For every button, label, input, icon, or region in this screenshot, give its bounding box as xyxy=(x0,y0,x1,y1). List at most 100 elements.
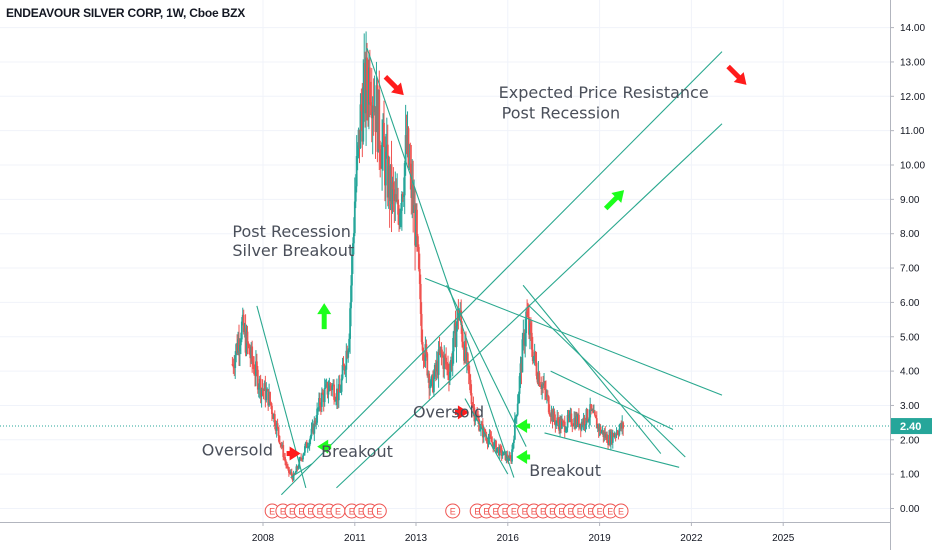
candle-body xyxy=(243,328,246,333)
candle-body xyxy=(299,457,302,460)
candle-body xyxy=(280,444,283,447)
candle-body xyxy=(344,369,347,371)
candle-body xyxy=(551,410,554,422)
candle-body xyxy=(443,355,446,369)
candle-body xyxy=(485,436,488,442)
candle-body xyxy=(257,387,260,390)
candle-body xyxy=(549,415,552,417)
candle-body xyxy=(372,105,375,113)
candle-body xyxy=(543,383,545,386)
candle-body xyxy=(406,128,409,150)
candle-body xyxy=(323,388,326,403)
candle-body xyxy=(515,414,518,417)
candle-body xyxy=(390,164,393,205)
candle-body xyxy=(523,333,526,346)
candle-body xyxy=(254,373,256,376)
candle-body xyxy=(617,433,620,435)
red-arrow xyxy=(286,446,301,461)
candle-body xyxy=(566,415,569,428)
arrow-head xyxy=(317,303,332,315)
candle-body xyxy=(451,351,454,366)
candle-body xyxy=(439,346,442,353)
candle-body xyxy=(312,424,315,434)
annotation-text: Post Recession xyxy=(502,104,621,123)
candle-body xyxy=(303,452,305,456)
candle-body xyxy=(287,467,290,473)
candle-body xyxy=(557,417,560,423)
candle-body xyxy=(398,214,400,226)
candle-body xyxy=(596,424,599,429)
candle-body xyxy=(369,102,372,106)
candle-body xyxy=(294,472,297,474)
candle-body xyxy=(421,341,424,351)
candle-body xyxy=(584,424,587,426)
candle-body xyxy=(582,417,585,426)
price-tick-label: 5.00 xyxy=(900,332,920,343)
candle-body xyxy=(399,213,401,226)
candle-body xyxy=(324,384,327,389)
price-tick-label: 4.00 xyxy=(900,367,920,378)
candle-body xyxy=(238,339,240,351)
candle-body xyxy=(532,356,535,362)
arrows xyxy=(286,64,747,464)
candle-body xyxy=(556,417,559,422)
price-axis[interactable]: 0.00 1.00 2.00 3.00 4.00 5.00 6.00 7.00 8.00 9.00… xyxy=(890,0,932,550)
candle-body xyxy=(537,372,540,383)
candle-body xyxy=(548,412,551,416)
time-tick-label: 2013 xyxy=(405,533,428,544)
time-axis[interactable]: 2008 2011 2013 2016 2019 2022 2025 xyxy=(0,522,890,544)
candle-body xyxy=(336,388,338,400)
candle-body xyxy=(279,443,282,445)
candle-body xyxy=(419,283,422,314)
candle-body xyxy=(563,421,566,432)
candle-body xyxy=(592,410,594,413)
candle-body xyxy=(333,384,335,400)
candle-body xyxy=(320,392,323,407)
trend-line xyxy=(280,51,723,496)
annotations: Expected Price Resistance Post Recession P… xyxy=(202,83,709,480)
candle-body xyxy=(359,104,362,148)
candle-body xyxy=(378,89,381,150)
candle-body xyxy=(288,472,291,474)
candle-body xyxy=(426,353,429,376)
candle-body xyxy=(269,392,271,403)
candle-body xyxy=(615,432,618,436)
time-tick-label: 2019 xyxy=(588,533,611,544)
last-price-label-bg xyxy=(891,418,932,435)
candle-body xyxy=(270,402,272,406)
candle-body xyxy=(471,403,474,405)
trend-line xyxy=(446,284,527,447)
green-arrow xyxy=(516,419,531,434)
candle-body xyxy=(576,416,578,425)
last-price-label: 2.40 xyxy=(900,421,921,433)
candle-body xyxy=(349,308,351,339)
candle-body xyxy=(502,451,505,455)
red-arrow xyxy=(454,405,469,420)
earnings-marker-label: E xyxy=(326,507,332,517)
price-tick-label: 9.00 xyxy=(900,195,920,206)
candle-body xyxy=(388,165,391,202)
candle-body xyxy=(568,414,571,418)
candle-body xyxy=(609,435,611,445)
candle-body xyxy=(345,350,348,370)
candle-body xyxy=(337,384,340,401)
candle-body xyxy=(251,346,254,362)
candle-body xyxy=(305,442,308,448)
candle-body xyxy=(391,182,394,205)
candle-body xyxy=(340,378,343,392)
candle-body xyxy=(347,350,350,358)
candle-body xyxy=(511,449,513,462)
candle-body xyxy=(610,431,613,443)
candle-body xyxy=(593,411,596,416)
candle-body xyxy=(613,434,616,437)
candle-body xyxy=(381,142,384,169)
candle-body xyxy=(501,454,504,456)
candle-body xyxy=(552,411,555,422)
candle-body xyxy=(366,57,368,91)
candle-body xyxy=(599,426,602,434)
candle-body xyxy=(393,189,396,201)
candle-body xyxy=(300,457,303,459)
candle-body xyxy=(449,359,452,372)
candle-body xyxy=(293,473,296,475)
